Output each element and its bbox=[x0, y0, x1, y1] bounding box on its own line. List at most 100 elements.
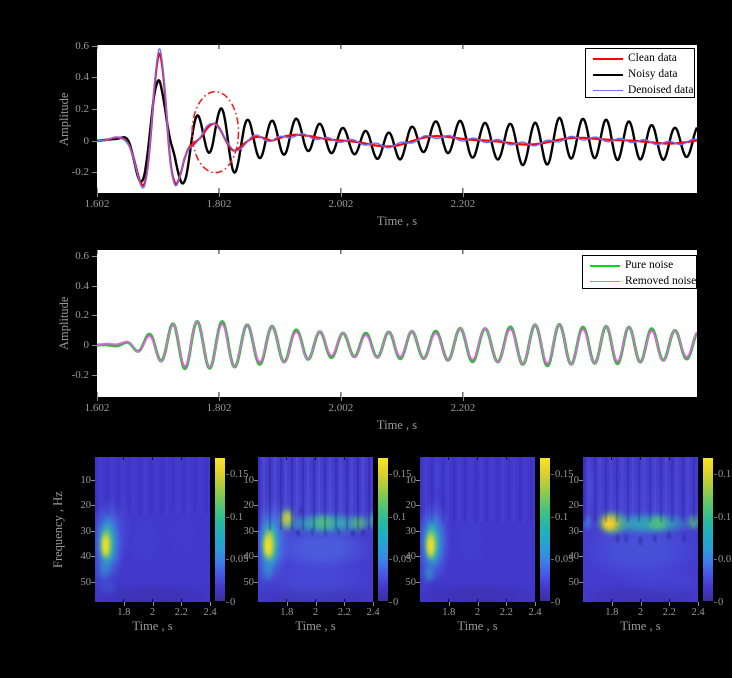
y-tick bbox=[579, 556, 583, 558]
colorbar-tick bbox=[389, 474, 392, 476]
colorbar bbox=[214, 457, 226, 602]
y-tick bbox=[92, 45, 97, 47]
x-tick-label: 1.602 bbox=[84, 402, 110, 414]
y-tick bbox=[92, 255, 97, 257]
y-tick-label: 0 bbox=[83, 134, 90, 147]
spectrogram-energy-blob bbox=[519, 457, 523, 496]
x-tick-label: 2 bbox=[312, 607, 319, 618]
colorbar-tick bbox=[226, 559, 229, 561]
y-tick bbox=[92, 374, 97, 376]
y-tick bbox=[91, 530, 95, 532]
spectrogram-energy-blob bbox=[258, 558, 373, 602]
colorbar-tick bbox=[551, 559, 554, 561]
axis-tick-inner bbox=[315, 599, 316, 602]
x-axis-label: Time , s bbox=[132, 619, 173, 633]
y-axis-label: Frequency , Hz bbox=[51, 491, 65, 568]
spectrogram-energy-blob bbox=[365, 510, 373, 531]
y-tick-label: 10 bbox=[568, 474, 580, 486]
legend-box: Clean data Noisy data Denoised data bbox=[585, 48, 695, 98]
spectrogram-energy-blob bbox=[444, 457, 448, 503]
axis-tick-inner bbox=[372, 599, 373, 602]
spectrogram-energy-blob bbox=[97, 576, 118, 597]
axis-tick-inner bbox=[286, 457, 288, 460]
x-tick bbox=[373, 602, 374, 606]
y-tick bbox=[579, 581, 583, 583]
colorbar-tick-label: 0.1 bbox=[718, 511, 732, 523]
y-tick bbox=[91, 479, 95, 481]
colorbar-tick bbox=[714, 516, 717, 518]
spectrogram-dark-dot bbox=[361, 527, 365, 538]
x-tick-label: 2.202 bbox=[450, 402, 476, 414]
y-tick-label: 50 bbox=[80, 576, 92, 588]
spectrogram-dark-dot bbox=[667, 530, 672, 542]
axis-tick-inner bbox=[697, 457, 698, 460]
y-axis-label: Amplitude bbox=[57, 296, 71, 351]
x-tick-label: 2.2 bbox=[662, 607, 676, 618]
x-tick bbox=[535, 602, 536, 606]
spectrogram-energy-blob bbox=[472, 457, 477, 498]
colorbar-tick bbox=[226, 516, 229, 518]
x-tick bbox=[181, 602, 183, 606]
y-tick bbox=[416, 505, 420, 507]
x-tick bbox=[218, 397, 220, 401]
x-tick bbox=[506, 602, 508, 606]
x-tick-label: 1.8 bbox=[280, 607, 294, 618]
y-tick bbox=[254, 479, 258, 481]
colorbar-tick-label: 0 bbox=[718, 597, 724, 608]
spectrogram-noise-streaks bbox=[95, 457, 210, 515]
x-tick-label: 1.802 bbox=[206, 402, 232, 414]
colorbar-tick-label: 0 bbox=[393, 597, 399, 608]
y-tick-label: 0 bbox=[83, 339, 90, 352]
axis-tick-inner bbox=[123, 457, 125, 460]
spectrogram-energy-blob bbox=[126, 510, 164, 572]
colorbar bbox=[539, 457, 551, 602]
x-axis-label: Time , s bbox=[620, 619, 661, 633]
x-tick-label: 2.2 bbox=[499, 607, 513, 618]
axis-tick-inner bbox=[448, 457, 450, 460]
colorbar-tick-label: 0.15 bbox=[555, 469, 574, 481]
colorbar-tick-label: 0.05 bbox=[555, 554, 574, 566]
spectrogram-dark-dot bbox=[310, 527, 315, 538]
x-tick bbox=[640, 602, 642, 606]
y-tick-label: 10 bbox=[243, 474, 255, 486]
spectrogram-energy-blob bbox=[101, 533, 110, 559]
y-tick-label: 0.2 bbox=[75, 103, 89, 116]
y-tick-label: 50 bbox=[243, 576, 255, 588]
y-tick-label: 40 bbox=[405, 551, 417, 563]
x-tick-label: 2.4 bbox=[528, 607, 542, 618]
x-tick-label: 1.8 bbox=[605, 607, 619, 618]
y-tick-label: 10 bbox=[405, 474, 417, 486]
spectrogram-noise-streaks bbox=[420, 457, 535, 523]
axis-tick-inner bbox=[611, 599, 613, 602]
waveform-svg bbox=[97, 250, 697, 397]
spectrogram-energy-blob bbox=[603, 516, 615, 530]
y-tick bbox=[92, 285, 97, 287]
x-tick bbox=[210, 602, 211, 606]
y-tick bbox=[416, 479, 420, 481]
y-tick-label: 20 bbox=[243, 500, 255, 512]
y-tick bbox=[92, 172, 97, 174]
axis-tick-inner bbox=[640, 457, 641, 460]
y-tick-label: 50 bbox=[405, 576, 417, 588]
y-tick-label: -0.2 bbox=[71, 166, 89, 179]
colorbar-tick bbox=[714, 474, 717, 476]
colorbar-tick-label: 0.05 bbox=[718, 554, 732, 566]
colorbar-tick bbox=[226, 602, 229, 603]
x-tick-label: 2 bbox=[637, 607, 644, 618]
axis-tick-inner bbox=[180, 599, 182, 602]
y-axis-label: Amplitude bbox=[57, 92, 71, 146]
y-tick bbox=[254, 581, 258, 583]
axis-tick-inner bbox=[209, 457, 210, 460]
spectrogram-energy-blob bbox=[420, 581, 535, 602]
spectrogram-dark-dot bbox=[351, 528, 355, 539]
x-tick bbox=[669, 602, 671, 606]
x-tick-label: 1.802 bbox=[206, 198, 232, 210]
y-tick bbox=[416, 581, 420, 583]
y-tick bbox=[579, 505, 583, 507]
x-tick-label: 1.8 bbox=[117, 607, 131, 618]
y-tick bbox=[92, 140, 97, 142]
legend-line-swatch bbox=[590, 265, 620, 267]
colorbar-tick-label: 0.1 bbox=[230, 511, 244, 523]
axis-tick-inner bbox=[505, 599, 507, 602]
